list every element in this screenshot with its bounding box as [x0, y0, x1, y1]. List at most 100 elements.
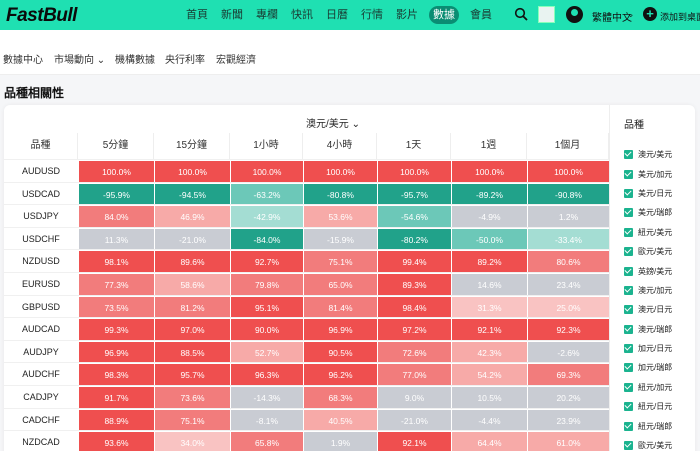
subnav-central-bank[interactable]: 央行利率 — [165, 55, 205, 66]
checkbox-checked-icon[interactable] — [624, 169, 633, 179]
symbol-checkbox-label: 澳元/加元 — [638, 285, 673, 295]
symbol-checkbox-item[interactable]: 澳元/日元 — [624, 300, 672, 319]
nav-item[interactable]: 數據 — [429, 6, 459, 24]
nav-item[interactable]: 專欄 — [256, 9, 278, 21]
table-row: USDCHF 11.3% -21.0% -84.0% -15.9% -80.2% -50.0… — [4, 226, 609, 250]
symbol-checkbox-item[interactable]: 歐元/美元 — [624, 436, 672, 451]
nav-item[interactable]: 影片 — [396, 9, 418, 21]
search-icon[interactable] — [514, 7, 528, 21]
correlation-cell: 1.9% — [303, 431, 377, 451]
checkbox-checked-icon[interactable] — [624, 285, 633, 295]
symbol-checkbox-item[interactable]: 澳元/美元 — [624, 145, 672, 164]
correlation-cell: 23.9% — [527, 408, 609, 431]
column-header[interactable]: 1週 — [451, 133, 527, 159]
correlation-cell: 91.7% — [78, 385, 154, 408]
symbol-checkbox-item[interactable]: 美元/瑞郎 — [624, 203, 672, 222]
correlation-cell: 89.2% — [451, 250, 527, 272]
correlation-cell: -54.6% — [377, 205, 451, 227]
chevron-down-icon[interactable]: ⌄ — [627, 9, 635, 19]
checkbox-checked-icon[interactable] — [624, 324, 633, 334]
subnav-macro[interactable]: 宏觀經濟 — [216, 55, 256, 66]
nav-item[interactable]: 新聞 — [221, 9, 243, 21]
correlation-cell: -95.9% — [78, 182, 154, 205]
checkbox-checked-icon[interactable] — [624, 402, 633, 412]
correlation-cell: 95.7% — [154, 363, 230, 385]
column-header[interactable]: 4小時 — [303, 133, 377, 159]
table-row: CADJPY 91.7% 73.6% -14.3% 68.3% 9.0% 10.5% 20.2… — [4, 384, 609, 408]
table-row: USDJPY 84.0% 46.9% -42.9% 53.6% -54.6% -4.9% 1.… — [4, 204, 609, 227]
column-header[interactable]: 5分鐘 — [78, 133, 154, 159]
symbol-checkbox-item[interactable]: 紐元/美元 — [624, 223, 672, 242]
subnav-data-center[interactable]: 數據中心 — [3, 55, 43, 66]
subnav-institutional[interactable]: 機構數據 — [115, 55, 155, 66]
symbol-checkbox-item[interactable]: 美元/日元 — [624, 184, 672, 203]
checkbox-checked-icon[interactable] — [624, 363, 633, 373]
symbol-checkbox-label: 加元/日元 — [638, 344, 673, 354]
main-nav: 首頁 新聞 專欄 快訊 日曆 行情 影片 數據 會員 — [184, 6, 503, 24]
correlation-cell: 92.1% — [451, 318, 527, 340]
checkbox-checked-icon[interactable] — [624, 441, 633, 451]
table-row: AUDJPY 96.9% 88.5% 52.7% 90.5% 72.6% 42.3% -2.6… — [4, 339, 609, 363]
add-to-desktop-link[interactable]: 添加到桌面 — [660, 12, 700, 22]
correlation-cell: 61.0% — [527, 431, 609, 451]
chevron-down-icon: ⌄ — [96, 55, 106, 66]
symbol-checkbox-item[interactable]: 紐元/加元 — [624, 378, 672, 397]
correlation-cell: 10.5% — [451, 385, 527, 408]
correlation-cell: -84.0% — [230, 227, 303, 250]
nav-item[interactable]: 行情 — [361, 9, 383, 21]
nav-item[interactable]: 首頁 — [186, 9, 208, 21]
symbol-checkbox-item[interactable]: 紐元/日元 — [624, 397, 672, 416]
checkbox-checked-icon[interactable] — [624, 305, 633, 315]
column-header[interactable]: 15分鐘 — [154, 133, 230, 159]
symbol-checkbox-label: 澳元/美元 — [638, 150, 673, 160]
checkbox-checked-icon[interactable] — [624, 208, 633, 218]
nav-item[interactable]: 快訊 — [291, 9, 313, 21]
symbol-checkbox-item[interactable]: 美元/加元 — [624, 164, 672, 183]
correlation-cell: 96.2% — [303, 363, 377, 385]
logo[interactable]: FastBull — [6, 5, 77, 26]
symbol-checkbox-item[interactable]: 英鎊/美元 — [624, 261, 672, 280]
row-symbol: AUDJPY — [23, 346, 59, 357]
checkbox-checked-icon[interactable] — [624, 382, 633, 392]
correlation-cell: -63.2% — [230, 182, 303, 205]
checkbox-checked-icon[interactable] — [624, 150, 633, 160]
language-selector[interactable]: 繁體中文 — [592, 13, 632, 24]
column-header[interactable]: 1小時 — [230, 133, 303, 159]
correlation-cell: 98.3% — [78, 363, 154, 385]
correlation-cell: 100.0% — [230, 160, 303, 182]
correlation-cell: -42.9% — [230, 205, 303, 227]
correlation-cell: 23.4% — [527, 272, 609, 295]
correlation-cell: 96.3% — [230, 363, 303, 385]
symbol-checkbox-item[interactable]: 加元/瑞郎 — [624, 358, 672, 377]
symbol-checkbox-label: 英鎊/美元 — [638, 266, 673, 276]
symbol-checkbox-item[interactable]: 紐元/瑞郎 — [624, 416, 672, 435]
table-row: AUDUSD 100.0% 100.0% 100.0% 100.0% 100.0% 100.… — [4, 159, 609, 182]
checkbox-checked-icon[interactable] — [624, 188, 633, 198]
correlation-cell: 99.3% — [78, 318, 154, 340]
checkbox-checked-icon[interactable] — [624, 421, 633, 431]
nav-item[interactable]: 日曆 — [326, 9, 348, 21]
correlation-cell: 77.3% — [78, 272, 154, 295]
checkbox-checked-icon[interactable] — [624, 344, 633, 354]
correlation-cell: 96.9% — [78, 340, 154, 363]
table-row: CADCHF 88.9% 75.1% -8.1% 40.5% -21.0% -4.4% 23.… — [4, 407, 609, 431]
correlation-cell: 1.2% — [527, 205, 609, 227]
column-header[interactable]: 1天 — [377, 133, 451, 159]
checkbox-checked-icon[interactable] — [624, 266, 633, 276]
flag-icon[interactable] — [538, 6, 555, 23]
symbol-checkbox-item[interactable]: 加元/日元 — [624, 339, 672, 358]
correlation-cell: -50.0% — [451, 227, 527, 250]
pair-dropdown[interactable]: 澳元/美元 ⌄ — [306, 115, 360, 130]
correlation-cell: -80.2% — [377, 227, 451, 250]
subnav-market-trend[interactable]: 市場動向 ⌄ — [54, 51, 105, 66]
checkbox-checked-icon[interactable] — [624, 227, 633, 237]
symbol-checkbox-label: 澳元/瑞郎 — [638, 324, 673, 334]
symbol-checkbox-item[interactable]: 澳元/加元 — [624, 281, 672, 300]
column-header[interactable]: 1個月 — [527, 133, 609, 159]
nav-item[interactable]: 會員 — [470, 9, 492, 21]
symbol-checkbox-item[interactable]: 歐元/美元 — [624, 242, 672, 261]
checkbox-checked-icon[interactable] — [624, 247, 633, 257]
symbol-checkbox-item[interactable]: 澳元/瑞郎 — [624, 320, 672, 339]
add-icon[interactable]: + — [643, 7, 657, 21]
avatar[interactable] — [566, 6, 583, 23]
